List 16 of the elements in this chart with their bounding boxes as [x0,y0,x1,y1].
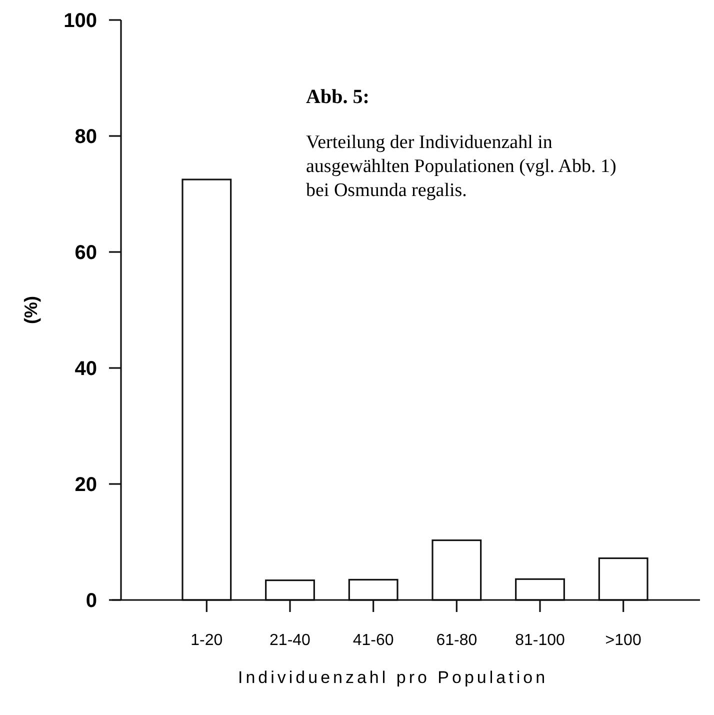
y-tick-label: 60 [74,242,97,264]
y-tick-label: 40 [74,358,97,380]
x-tick-label: >100 [605,632,642,649]
y-tick-label: 100 [64,10,97,32]
y-tick-label: 20 [74,474,97,496]
text: Verteilung der Individuenzahl in ausgewählten Populationen (vgl. Abb. 1) bei Osmunda regalis. [306,132,616,201]
y-axis-title: (%) [21,296,41,324]
text: Abb. 5: [306,86,370,108]
x-tick-label: 61-80 [436,632,478,649]
y-tick-label: 80 [74,126,97,148]
x-tick-label: 21-40 [270,632,311,649]
x-tick-label: 81-100 [515,632,566,649]
x-axis-title: Individuenzahl pro Population [238,668,548,687]
x-tick-label: 41-60 [352,632,394,649]
x-tick-label: 1-20 [190,632,223,649]
y-tick-label: 0 [86,590,97,612]
